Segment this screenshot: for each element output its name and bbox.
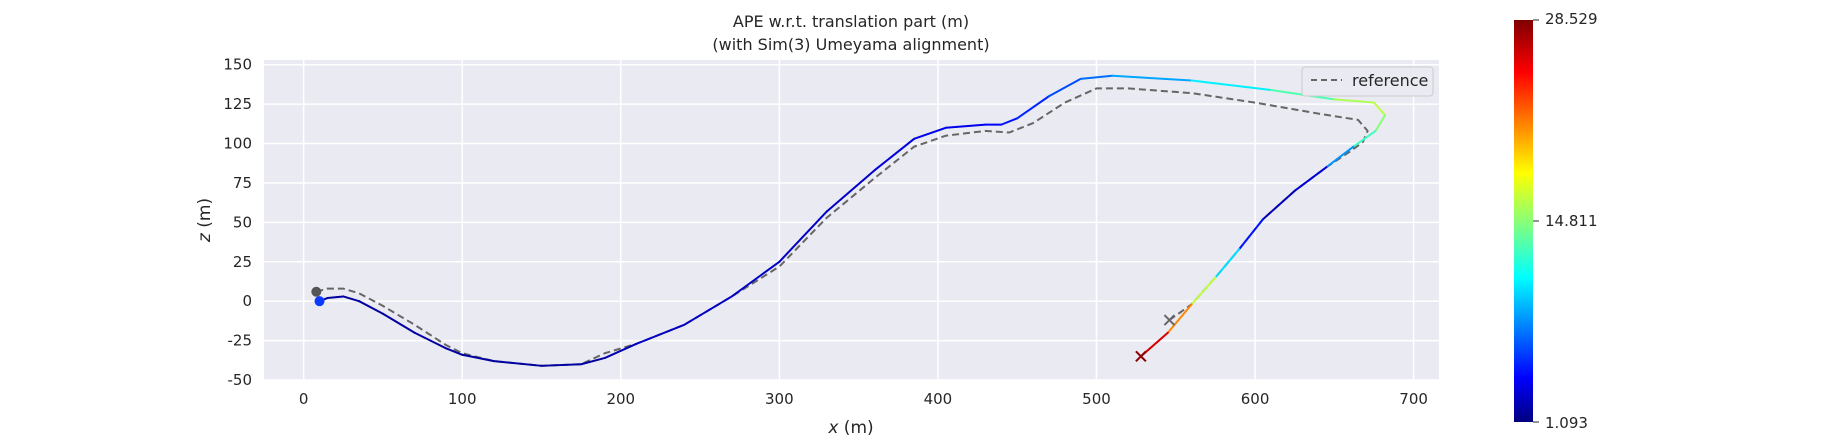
colorbar-gradient: [1514, 20, 1533, 422]
estimate-segment: [1111, 74, 1193, 82]
estimate-start-marker: [314, 296, 325, 307]
estimate-segment: [1016, 95, 1050, 120]
x-tick-labels: 0 100 200 300 400 500 600 700: [299, 390, 1428, 408]
y-tick-label: 75: [233, 174, 252, 192]
estimate-segment: [540, 363, 583, 367]
colorbar-label-max: 28.529: [1545, 10, 1598, 28]
estimate-segment: [1190, 79, 1272, 91]
estimate-segment: [1374, 114, 1387, 132]
estimate-segment: [326, 295, 345, 300]
estimate-segment: [492, 360, 543, 367]
estimate-segment: [730, 260, 781, 298]
x-axis-unit: (m): [838, 418, 873, 438]
grid: [264, 60, 1439, 381]
reference-end-stroke-b: [1163, 314, 1176, 326]
estimate-segment: [778, 210, 828, 263]
estimate-segment: [944, 123, 987, 129]
estimate-segment: [635, 323, 686, 345]
estimate-line: [318, 74, 1387, 367]
estimate-end-marker: [1135, 350, 1147, 363]
x-tick-label: 0: [299, 390, 309, 408]
estimate-segment: [580, 356, 606, 366]
estimate-segment: [683, 295, 733, 326]
markers-layer: [311, 286, 1176, 363]
series-layer: [316, 74, 1387, 367]
reference-end-marker: [1163, 314, 1176, 326]
estimate-segment: [1238, 218, 1264, 251]
y-axis-var: z: [195, 232, 215, 243]
colorbar-label-mid: 14.811: [1545, 212, 1598, 230]
y-tick-label: 100: [223, 135, 252, 153]
legend-box: [1301, 66, 1434, 97]
estimate-segment: [1333, 98, 1375, 104]
estimate-segment: [1352, 129, 1377, 148]
estimate-segment: [413, 331, 448, 350]
x-tick-label: 100: [448, 390, 477, 408]
estimate-segment: [825, 169, 876, 213]
estimate-segment: [913, 126, 947, 140]
estimate-segment: [1325, 145, 1355, 169]
estimate-segment: [1261, 189, 1296, 221]
y-tick-label: 0: [242, 292, 252, 310]
estimate-segment: [1047, 77, 1082, 98]
estimate-segment: [1190, 276, 1217, 306]
estimate-segment: [1000, 117, 1019, 126]
estimate-segment: [358, 300, 384, 315]
y-tick-labels: -50 -25 0 25 50 75 100 125 150: [223, 56, 252, 389]
estimate-segment: [461, 353, 495, 363]
y-tick-label: 50: [233, 213, 252, 231]
estimate-end-stroke-b: [1135, 350, 1147, 363]
estimate-segment: [1079, 74, 1114, 80]
x-tick-label: 400: [924, 390, 953, 408]
y-tick-label: 25: [233, 253, 252, 271]
estimate-segment: [1293, 166, 1328, 192]
x-axis-label: x (m): [827, 418, 873, 438]
y-axis-label: z (m): [195, 198, 215, 243]
y-tick-label: -50: [228, 371, 253, 389]
estimate-segment: [603, 342, 638, 359]
y-tick-label: 125: [223, 95, 252, 113]
y-tick-label: 150: [223, 56, 252, 74]
x-tick-label: 300: [765, 390, 794, 408]
y-tick-label: -25: [228, 332, 253, 350]
estimate-segment: [1214, 248, 1241, 279]
legend-reference-label: reference: [1352, 71, 1428, 90]
estimate-segment: [1372, 101, 1387, 117]
x-tick-label: 500: [1082, 390, 1111, 408]
y-axis-unit: (m): [195, 198, 215, 233]
colorbar: 28.529 14.811 1.093: [1514, 10, 1598, 432]
x-tick-label: 700: [1399, 390, 1428, 408]
estimate-segment: [342, 295, 361, 303]
x-tick-label: 600: [1241, 390, 1270, 408]
x-tick-label: 200: [606, 390, 635, 408]
estimate-segment: [873, 137, 916, 172]
chart-subtitle: (with Sim(3) Umeyama alignment): [712, 35, 989, 54]
x-axis-var: x: [827, 418, 839, 438]
colorbar-label-min: 1.093: [1545, 414, 1588, 432]
estimate-segment: [381, 312, 416, 334]
estimate-segment: [445, 347, 464, 356]
estimate-segment: [1166, 303, 1193, 334]
reference-start-marker: [311, 286, 322, 297]
plot-area: [264, 60, 1439, 380]
legend: reference: [1301, 66, 1434, 97]
chart-title: APE w.r.t. translation part (m): [733, 12, 969, 31]
